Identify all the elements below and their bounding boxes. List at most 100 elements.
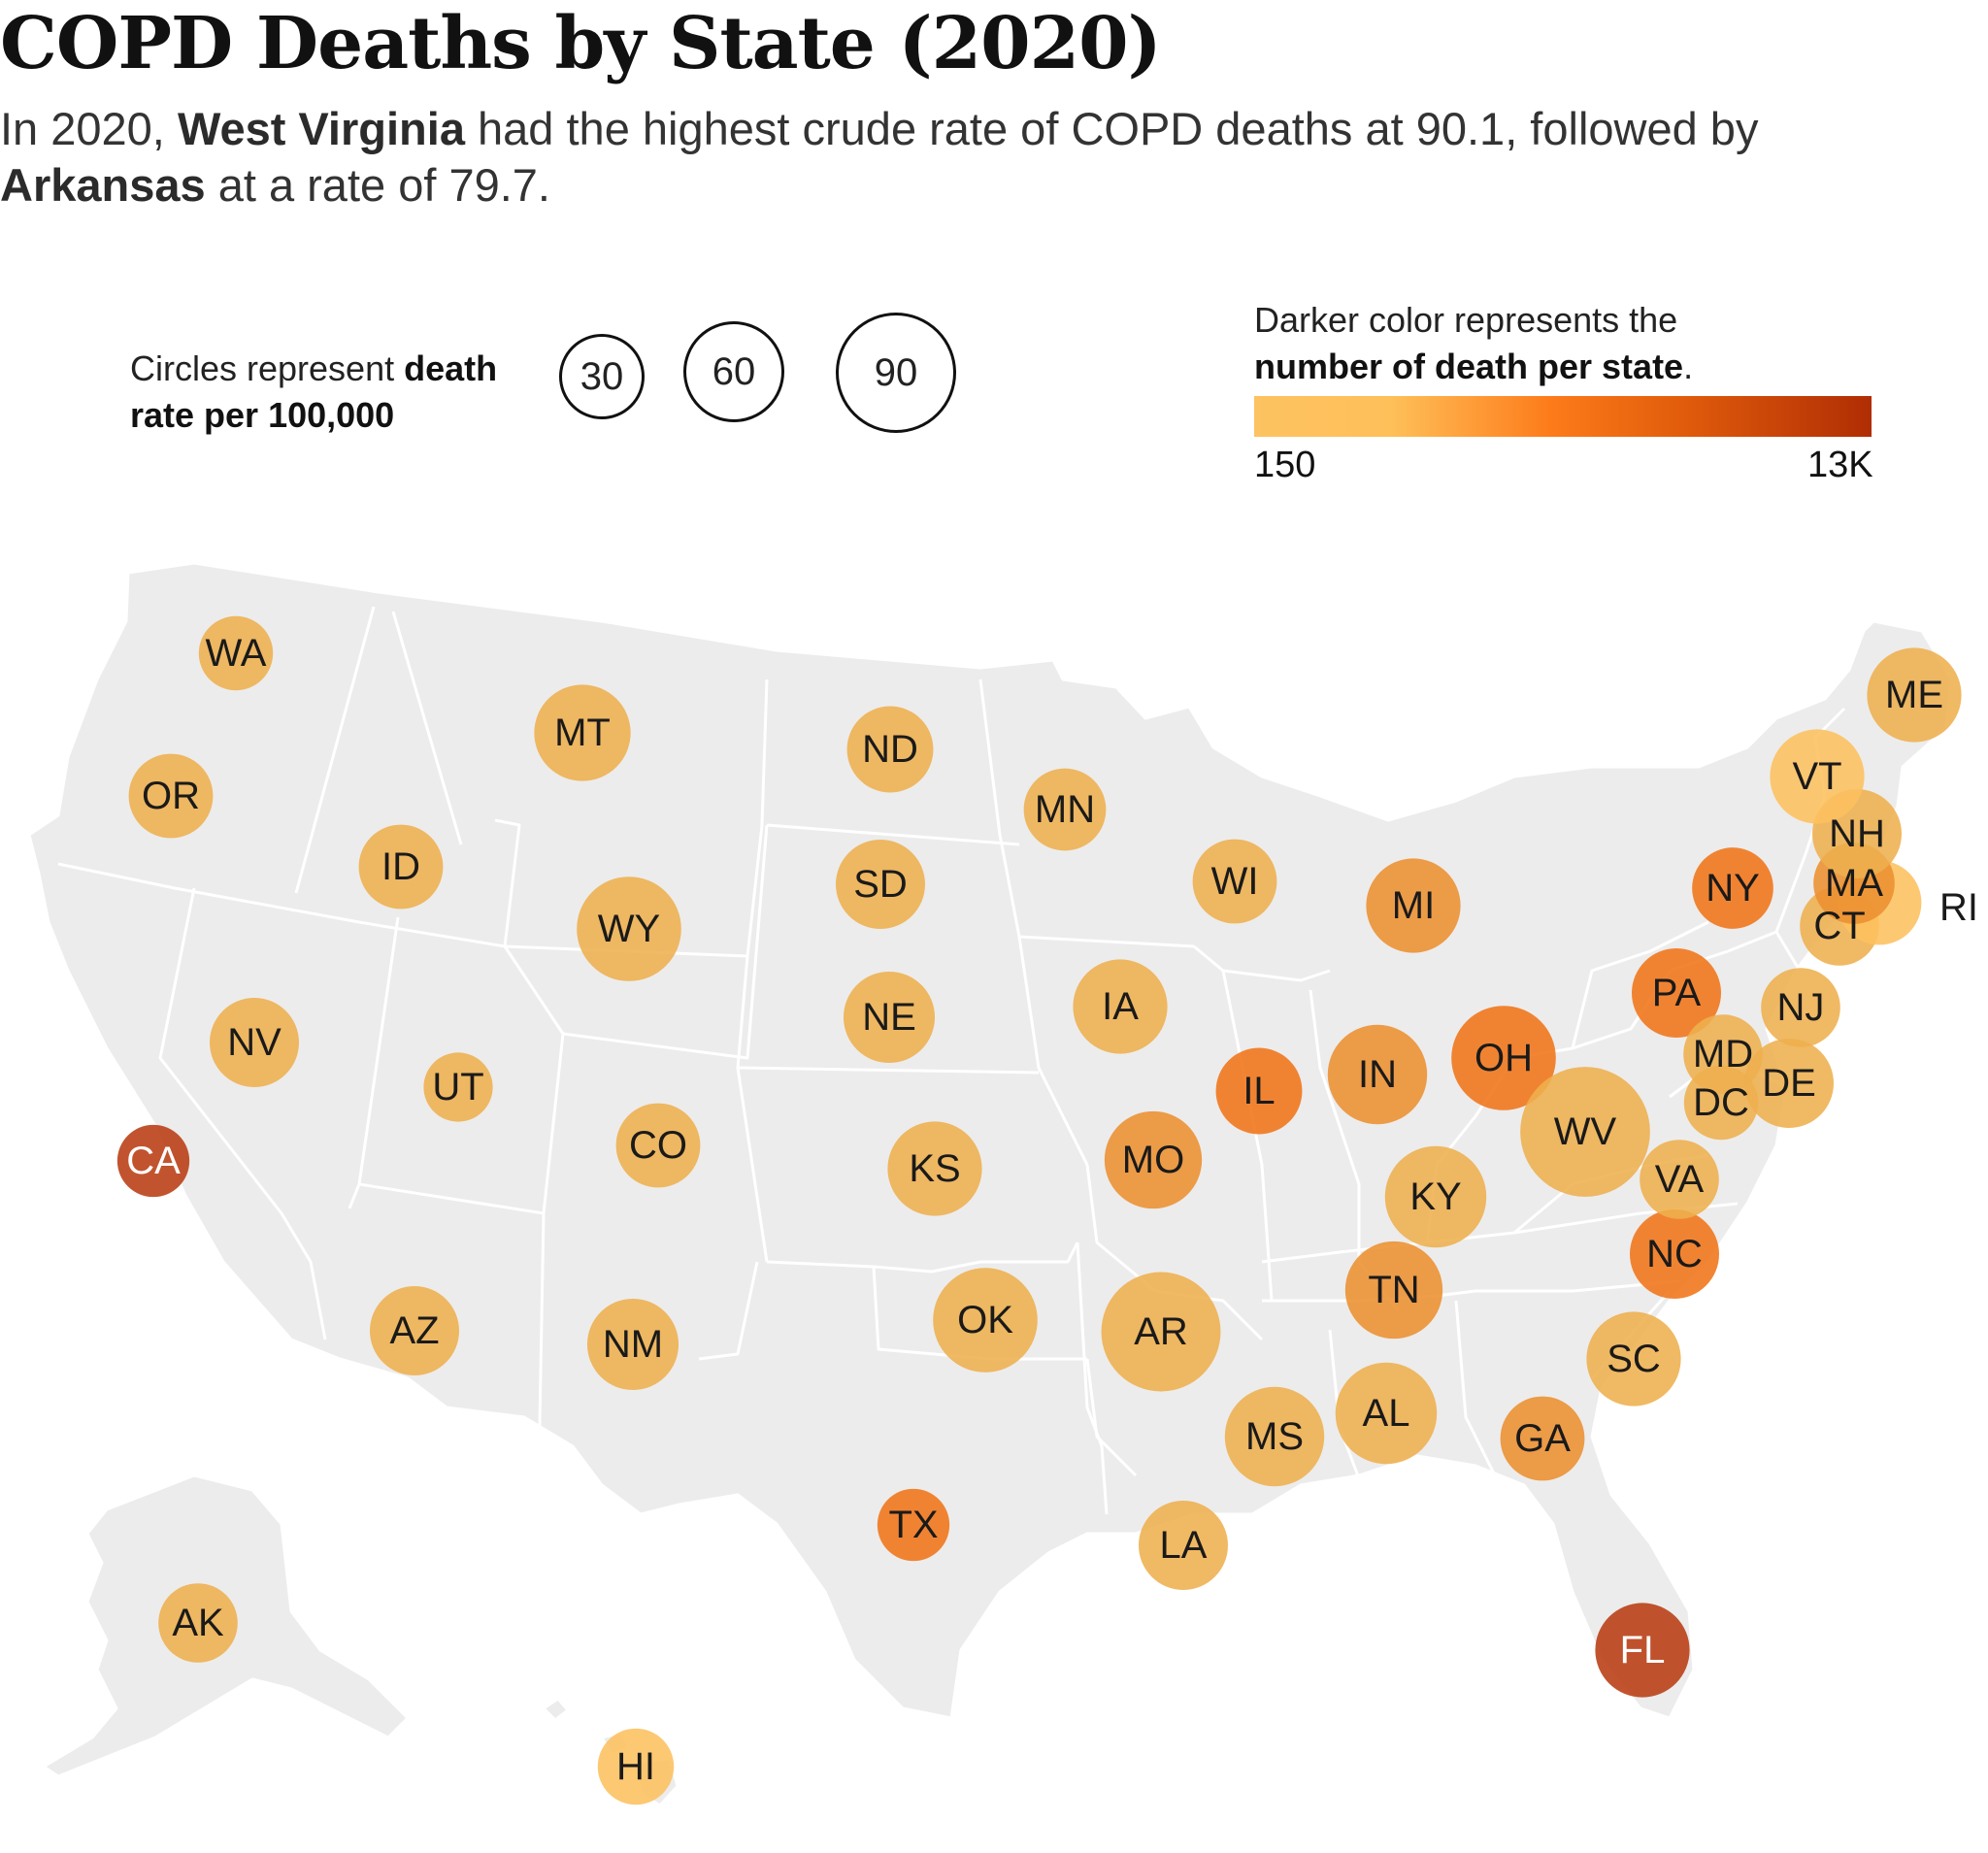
- state-bubble-ak: [158, 1583, 238, 1663]
- state-label-or: OR: [142, 775, 200, 817]
- state-label-ar: AR: [1134, 1310, 1188, 1353]
- state-bubble-wy: [577, 877, 681, 981]
- state-label-co: CO: [629, 1124, 687, 1167]
- subtitle-highlight-1: West Virginia: [177, 103, 465, 154]
- state-bubble-ok: [933, 1268, 1038, 1373]
- state-label-wy: WY: [598, 908, 660, 950]
- state-label-md: MD: [1693, 1033, 1753, 1075]
- state-bubble-mi: [1366, 858, 1461, 953]
- state-label-nm: NM: [603, 1323, 663, 1366]
- state-bubble-dc: [1683, 1065, 1759, 1141]
- state-label-tn: TN: [1368, 1269, 1419, 1311]
- state-label-wa: WA: [206, 632, 267, 675]
- state-bubble-nj: [1761, 968, 1840, 1047]
- subtitle-text-3: at a rate of 79.7.: [205, 159, 550, 211]
- state-bubble-ar: [1101, 1272, 1221, 1392]
- state-label-ms: MS: [1245, 1415, 1304, 1458]
- state-bubble-az: [370, 1286, 459, 1375]
- color-legend-min: 150: [1254, 445, 1316, 485]
- state-bubble-la: [1139, 1501, 1228, 1590]
- state-bubble-ky: [1384, 1145, 1487, 1248]
- size-legend-label: Circles represent death rate per 100,000: [130, 346, 538, 439]
- state-label-mo: MO: [1122, 1139, 1184, 1181]
- state-bubble-wi: [1192, 839, 1277, 924]
- subtitle-text-1: In 2020,: [0, 103, 178, 154]
- color-legend: Darker color represents the number of de…: [1254, 297, 1875, 485]
- state-bubble-nd: [846, 706, 934, 793]
- state-bubble-ga: [1500, 1396, 1585, 1481]
- state-bubble-mo: [1104, 1110, 1203, 1209]
- state-label-ut: UT: [432, 1066, 483, 1108]
- state-label-ak: AK: [172, 1602, 224, 1644]
- state-label-ma: MA: [1825, 862, 1883, 905]
- state-bubble-fl: [1595, 1603, 1690, 1698]
- state-label-nv: NV: [227, 1021, 282, 1064]
- state-label-oh: OH: [1474, 1037, 1533, 1079]
- state-label-in: IN: [1358, 1053, 1397, 1096]
- state-bubble-ne: [843, 971, 936, 1064]
- state-bubble-ny: [1692, 847, 1773, 929]
- state-bubble-ms: [1224, 1386, 1325, 1487]
- color-legend-label: Darker color represents the number of de…: [1254, 297, 1875, 390]
- size-legend-bold: death rate per 100,000: [130, 348, 498, 435]
- state-bubble-in: [1327, 1024, 1428, 1125]
- state-label-ga: GA: [1514, 1417, 1571, 1460]
- subtitle: In 2020, West Virginia had the highest c…: [0, 101, 1903, 214]
- state-bubble-ca: [116, 1124, 190, 1198]
- size-legend-ring-90: 90: [836, 313, 956, 433]
- state-bubble-vt: [1770, 729, 1865, 824]
- state-label-ri: RI: [1939, 886, 1978, 929]
- state-label-nc: NC: [1646, 1233, 1703, 1275]
- size-legend-ring-60: 60: [683, 321, 784, 422]
- state-bubble-tx: [877, 1488, 950, 1562]
- page-title: COPD Deaths by State (2020): [0, 2, 1162, 85]
- state-bubble-al: [1335, 1362, 1438, 1465]
- state-bubble-wv: [1520, 1067, 1650, 1197]
- state-label-va: VA: [1655, 1158, 1705, 1201]
- state-bubble-oh: [1451, 1006, 1556, 1110]
- state-label-ne: NE: [862, 996, 916, 1039]
- color-legend-end: .: [1683, 347, 1694, 386]
- state-label-mt: MT: [554, 711, 611, 754]
- state-bubble-wa: [198, 615, 274, 691]
- state-label-ca: CA: [126, 1140, 181, 1182]
- color-legend-max: 13K: [1807, 445, 1873, 485]
- state-label-mi: MI: [1392, 884, 1435, 927]
- state-bubbles: WA OR CA NV ID MT WY UT CO AZ NM ND SD NE KS OK TX MN IA MO…: [116, 615, 1978, 1805]
- state-bubble-or: [128, 753, 214, 839]
- state-bubble-me: [1867, 647, 1962, 743]
- contiguous-us-shape: [27, 561, 1953, 1720]
- state-label-la: LA: [1160, 1524, 1208, 1567]
- state-label-mn: MN: [1035, 788, 1095, 831]
- state-label-wi: WI: [1211, 860, 1259, 903]
- state-label-vt: VT: [1792, 755, 1841, 798]
- color-legend-gradient: [1254, 396, 1872, 437]
- state-label-me: ME: [1885, 674, 1943, 716]
- state-bubble-il: [1215, 1047, 1303, 1135]
- state-label-dc: DC: [1693, 1081, 1749, 1124]
- state-label-pa: PA: [1652, 972, 1702, 1014]
- state-bubble-ia: [1073, 959, 1168, 1054]
- state-bubble-id: [358, 824, 444, 910]
- state-bubble-mn: [1023, 768, 1107, 851]
- state-label-sc: SC: [1607, 1338, 1661, 1380]
- state-label-nh: NH: [1829, 812, 1885, 855]
- state-bubble-ut: [423, 1052, 493, 1122]
- state-bubble-hi: [597, 1728, 675, 1805]
- state-label-wv: WV: [1554, 1110, 1617, 1153]
- size-legend-ring-30: 30: [559, 334, 645, 419]
- color-legend-bold: number of death per state: [1254, 347, 1684, 386]
- state-label-nj: NJ: [1777, 986, 1825, 1029]
- state-label-tx: TX: [888, 1504, 938, 1546]
- state-label-de: DE: [1762, 1062, 1816, 1105]
- state-label-ks: KS: [909, 1147, 960, 1190]
- state-bubble-sc: [1586, 1311, 1681, 1406]
- state-label-sd: SD: [853, 863, 908, 906]
- state-label-al: AL: [1363, 1392, 1410, 1435]
- state-label-az: AZ: [389, 1309, 439, 1352]
- subtitle-text-2: had the highest crude rate of COPD death…: [464, 103, 1759, 154]
- state-label-nd: ND: [862, 728, 918, 771]
- color-legend-text: Darker color represents the: [1254, 300, 1678, 340]
- state-bubble-sd: [836, 840, 925, 929]
- state-label-ok: OK: [957, 1299, 1013, 1341]
